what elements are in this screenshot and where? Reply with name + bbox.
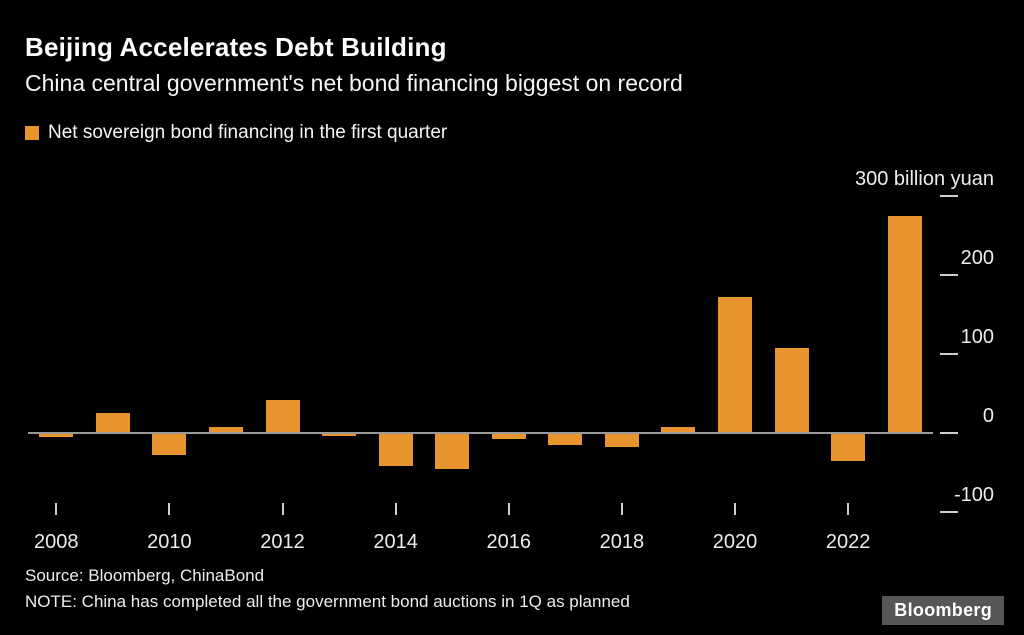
zero-axis-line — [28, 432, 933, 434]
bar-chart: 300 billion yuan 200 100 0 -100 2008 2010 2012 2… — [28, 168, 994, 553]
x-axis-label-2012: 2012 — [260, 531, 305, 553]
x-axis-label-2014: 2014 — [373, 531, 418, 553]
bar-2022 — [831, 433, 866, 461]
y-tick-mark-0 — [940, 432, 958, 434]
bar-2019 — [661, 427, 696, 433]
bar-2010 — [152, 433, 187, 456]
x-axis-label-2020: 2020 — [712, 531, 758, 553]
note-text: NOTE: China has completed all the govern… — [25, 592, 630, 611]
y-axis-label-300: 300 billion yuan — [855, 168, 994, 190]
bar-2017 — [548, 433, 583, 445]
x-tick-mark-2012 — [281, 503, 284, 515]
x-tick-mark-2022 — [847, 503, 850, 515]
bar-2018 — [604, 433, 639, 448]
x-axis-label-2018: 2018 — [599, 531, 645, 553]
y-tick-mark-100 — [940, 353, 958, 355]
x-tick-mark-2014 — [394, 503, 397, 515]
y-tick-mark-300 — [940, 195, 958, 197]
x-axis-label-2008: 2008 — [34, 531, 79, 553]
legend-swatch-icon — [25, 126, 39, 140]
chart-subtitle: China central government's net bond fina… — [25, 70, 683, 96]
y-axis-label-100: 100 — [960, 326, 994, 348]
x-axis-label-2010: 2010 — [147, 531, 192, 553]
x-axis-label-2016: 2016 — [486, 531, 532, 553]
y-tick-mark-200 — [940, 274, 958, 276]
bar-2020 — [718, 297, 753, 433]
x-tick-mark-2010 — [168, 503, 171, 515]
bar-2021 — [774, 348, 809, 433]
bar-2011 — [208, 427, 243, 433]
bar-2023 — [887, 215, 922, 433]
bar-2012 — [265, 399, 300, 433]
y-axis-label--100: -100 — [953, 484, 994, 506]
bar-2013 — [322, 433, 357, 437]
y-axis-label-0: 0 — [982, 405, 994, 427]
legend: Net sovereign bond financing in the firs… — [25, 122, 447, 144]
x-tick-mark-2018 — [620, 503, 623, 515]
source-text: Source: Bloomberg, ChinaBond — [25, 566, 265, 585]
x-tick-mark-2008 — [55, 503, 58, 515]
bar-2016 — [491, 433, 526, 440]
legend-label: Net sovereign bond financing in the firs… — [48, 122, 448, 143]
page-title: Beijing Accelerates Debt Building — [25, 32, 447, 62]
y-axis-label-200: 200 — [960, 247, 994, 269]
x-tick-mark-2016 — [507, 503, 510, 515]
bar-2009 — [95, 413, 130, 433]
bar-2008 — [39, 433, 74, 437]
x-tick-mark-2020 — [734, 503, 737, 515]
bloomberg-logo: Bloomberg — [882, 596, 1004, 625]
x-axis-label-2022: 2022 — [825, 531, 871, 553]
bar-2015 — [435, 433, 470, 469]
bar-2014 — [378, 433, 413, 467]
y-tick-mark--100 — [940, 511, 958, 513]
